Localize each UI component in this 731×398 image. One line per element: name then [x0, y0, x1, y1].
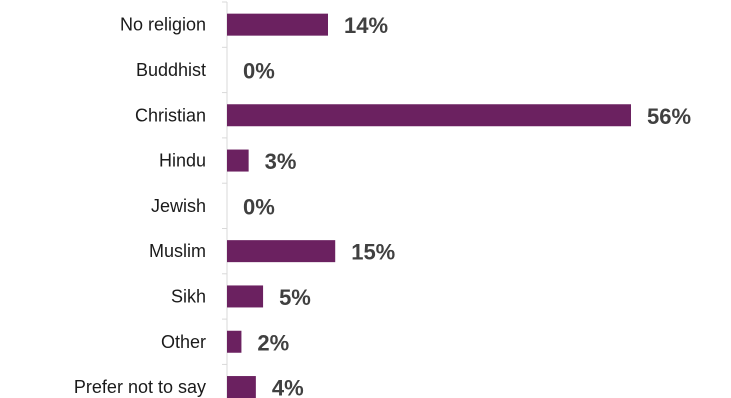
category-label: Buddhist: [136, 60, 206, 80]
bar: [227, 330, 242, 353]
category-label: Jewish: [151, 196, 206, 216]
value-label: 14%: [344, 13, 388, 38]
category-label: Christian: [135, 105, 206, 125]
bar: [227, 376, 256, 398]
bars-group: [227, 13, 631, 398]
value-label: 0%: [243, 194, 275, 219]
value-label: 3%: [265, 149, 297, 174]
value-label: 5%: [279, 285, 311, 310]
bar: [227, 149, 249, 172]
category-label: Other: [161, 332, 206, 352]
value-label: 4%: [272, 376, 304, 398]
bar: [227, 240, 336, 263]
value-label: 2%: [257, 330, 289, 355]
category-label: Hindu: [159, 151, 206, 171]
value-label: 15%: [351, 240, 395, 265]
bar: [227, 104, 631, 127]
category-label: Prefer not to say: [74, 377, 206, 397]
category-label: Muslim: [149, 241, 206, 261]
category-axis-ticks: [222, 1, 227, 365]
category-label: Sikh: [171, 286, 206, 306]
category-labels-group: No religion Buddhist Christian Hindu Jewish M…: [74, 15, 206, 397]
value-labels-group: 14% 0% 56% 3% 0% 15% 5% 2% 4%: [243, 13, 691, 398]
bar: [227, 13, 328, 36]
value-label: 0%: [243, 58, 275, 83]
category-label: No religion: [120, 15, 206, 35]
bar: [227, 285, 264, 308]
value-label: 56%: [647, 104, 691, 129]
